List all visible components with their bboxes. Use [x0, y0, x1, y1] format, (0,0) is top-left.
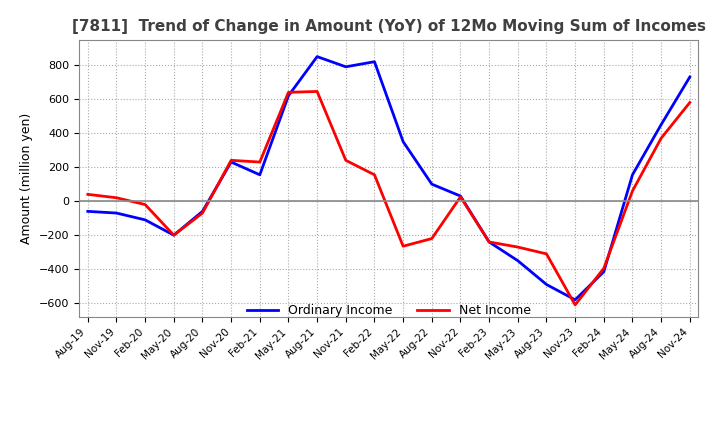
- Net Income: [169, 232, 178, 238]
- Net Income: [657, 136, 665, 141]
- Ordinary Income: [141, 217, 150, 223]
- Legend: Ordinary Income, Net Income: Ordinary Income, Net Income: [242, 299, 536, 323]
- Line: Net Income: Net Income: [88, 92, 690, 305]
- Ordinary Income: [456, 194, 465, 199]
- Net Income: [256, 159, 264, 165]
- Net Income: [141, 202, 150, 207]
- Ordinary Income: [256, 172, 264, 177]
- Ordinary Income: [657, 122, 665, 127]
- Ordinary Income: [312, 54, 321, 59]
- Ordinary Income: [399, 139, 408, 144]
- Ordinary Income: [485, 239, 493, 245]
- Ordinary Income: [84, 209, 92, 214]
- Net Income: [628, 188, 636, 194]
- Ordinary Income: [600, 269, 608, 275]
- Net Income: [600, 266, 608, 271]
- Net Income: [198, 210, 207, 216]
- Net Income: [485, 239, 493, 245]
- Ordinary Income: [685, 74, 694, 80]
- Net Income: [571, 302, 580, 308]
- Ordinary Income: [198, 209, 207, 214]
- Net Income: [456, 194, 465, 200]
- Line: Ordinary Income: Ordinary Income: [88, 57, 690, 300]
- Y-axis label: Amount (million yen): Amount (million yen): [20, 113, 33, 244]
- Net Income: [513, 245, 522, 250]
- Ordinary Income: [628, 172, 636, 177]
- Net Income: [112, 195, 121, 200]
- Ordinary Income: [112, 210, 121, 216]
- Ordinary Income: [571, 297, 580, 302]
- Net Income: [428, 236, 436, 241]
- Ordinary Income: [542, 282, 551, 287]
- Ordinary Income: [284, 93, 293, 99]
- Ordinary Income: [341, 64, 350, 70]
- Ordinary Income: [169, 232, 178, 238]
- Net Income: [227, 158, 235, 163]
- Net Income: [84, 192, 92, 197]
- Net Income: [341, 158, 350, 163]
- Net Income: [370, 172, 379, 177]
- Net Income: [284, 90, 293, 95]
- Net Income: [399, 244, 408, 249]
- Net Income: [312, 89, 321, 94]
- Ordinary Income: [227, 159, 235, 165]
- Net Income: [685, 100, 694, 105]
- Ordinary Income: [428, 182, 436, 187]
- Net Income: [542, 251, 551, 257]
- Title: [7811]  Trend of Change in Amount (YoY) of 12Mo Moving Sum of Incomes: [7811] Trend of Change in Amount (YoY) o…: [72, 19, 706, 34]
- Ordinary Income: [370, 59, 379, 64]
- Ordinary Income: [513, 258, 522, 263]
